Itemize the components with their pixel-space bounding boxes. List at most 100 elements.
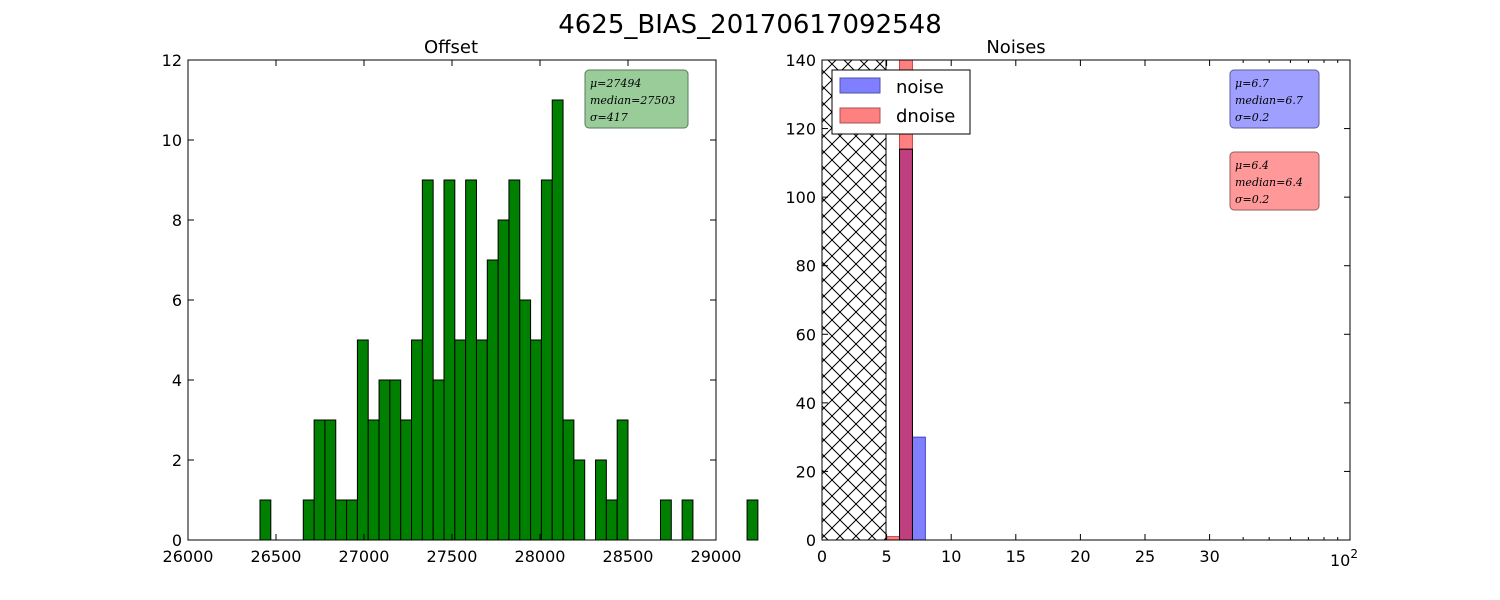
offset-bar	[335, 499, 348, 541]
offset-stats-box-bg	[584, 69, 689, 129]
noise-stats-box: μ=6.7 median=6.7 σ=0.2	[1229, 69, 1320, 129]
offset-bar	[659, 499, 672, 541]
excluded-region-hatch	[821, 59, 887, 541]
legend-swatch-noise	[839, 77, 881, 94]
offset-title: Offset	[424, 37, 478, 58]
offset-x-tick-label: 26000	[163, 547, 214, 566]
offset-y-tick-label: 4	[172, 371, 182, 390]
dnoise-stats-box: μ=6.4 median=6.4 σ=0.2	[1229, 151, 1320, 211]
offset-bar	[573, 459, 586, 541]
noise-stat-sigma: σ=0.2	[1235, 111, 1269, 124]
noises-y-tick-label: 120	[785, 120, 816, 139]
figure-title: 4625_BIAS_20170617092548	[558, 10, 942, 40]
noises-plot-frame	[821, 59, 1351, 541]
dnoise-stats-box-bg	[1229, 151, 1320, 211]
offset-bar	[508, 179, 521, 541]
offset-y-tick-label: 6	[172, 291, 182, 310]
offset-stat-mu: μ=27494	[590, 77, 641, 90]
noises-y-tick-label: 20	[796, 462, 816, 481]
offset-stat-sigma: σ=417	[590, 111, 628, 124]
legend-label-noise: noise	[896, 77, 944, 98]
noise-stats-box-bg	[1229, 69, 1320, 129]
offset-bar	[465, 179, 477, 541]
legend-label-dnoise: dnoise	[896, 106, 955, 127]
offset-bar	[486, 259, 499, 541]
offset-bar	[454, 339, 467, 541]
offset-bar	[356, 339, 369, 541]
offset-bar	[259, 499, 272, 541]
noises-panel: Noises 0 5 10 15 20 25 30 102020406080100120140…	[785, 37, 1358, 570]
offset-bar	[346, 499, 358, 541]
noise-stat-median: median=6.7	[1235, 94, 1303, 107]
noises-y-tick-label: 60	[796, 325, 816, 344]
offset-x-tick-label: 29000	[691, 547, 742, 566]
offset-bar	[475, 339, 488, 541]
offset-bar	[378, 379, 391, 541]
offset-bar	[616, 419, 629, 541]
offset-x-tick-label: 28500	[603, 547, 654, 566]
offset-y-tick-label: 0	[172, 531, 182, 550]
offset-bar	[497, 219, 510, 541]
log-tick-exponent: 2	[1350, 547, 1358, 561]
offset-bar	[605, 499, 618, 541]
noises-x-tick-label: 25	[1135, 547, 1155, 566]
offset-bar	[530, 339, 542, 541]
noise-bar	[911, 436, 926, 541]
offset-x-tick-label: 27500	[427, 547, 478, 566]
offset-y-tick-label: 10	[162, 131, 182, 150]
dnoise-stat-mu: μ=6.4	[1235, 159, 1269, 172]
noises-title: Noises	[986, 37, 1045, 58]
offset-y-tick-label: 2	[172, 451, 182, 470]
offset-bar	[421, 179, 434, 541]
overlap-bar	[899, 148, 913, 541]
offset-bar	[302, 499, 315, 541]
legend: noise dnoise	[831, 69, 971, 135]
noises-x-tick-label: 20	[1070, 547, 1090, 566]
noises-bars	[886, 59, 926, 541]
offset-axes: 26000 26500 27000 27500 28000 28500 29000 0 2 4 6 8…	[162, 51, 742, 566]
noises-x-log-tick-label: 102	[1330, 547, 1358, 570]
noises-y-tick-label: 140	[785, 51, 816, 70]
log-tick-base: 10	[1330, 551, 1350, 570]
offset-bar	[746, 499, 759, 541]
offset-bar	[681, 499, 694, 541]
offset-panel: Offset 26000 26500 27000 27500 28000 28500 290…	[162, 37, 759, 566]
offset-stats-box: μ=27494 median=27503 σ=417	[584, 69, 689, 129]
offset-x-tick-label: 26500	[251, 547, 302, 566]
dnoise-stat-median: median=6.4	[1235, 176, 1303, 189]
offset-bar	[389, 379, 402, 541]
noises-x-tick-label: 15	[1006, 547, 1026, 566]
offset-bar	[551, 99, 564, 541]
noises-x-tick-label: 30	[1199, 547, 1219, 566]
offset-y-tick-label: 8	[172, 211, 182, 230]
offset-bar	[595, 459, 607, 541]
noises-x-tick-label: 0	[817, 547, 827, 566]
offset-bar	[562, 419, 575, 541]
noises-y-tick-label: 40	[796, 394, 816, 413]
offset-bar	[432, 379, 445, 541]
offset-bar	[411, 339, 423, 541]
offset-bar	[324, 419, 337, 541]
offset-x-tick-label: 27000	[339, 547, 390, 566]
noises-x-tick-label: 10	[941, 547, 961, 566]
offset-bar	[443, 179, 456, 541]
dnoise-bar	[886, 536, 901, 541]
noises-y-tick-label: 0	[806, 531, 816, 550]
offset-y-tick-label: 12	[162, 51, 182, 70]
offset-stat-median: median=27503	[590, 94, 675, 107]
offset-bar	[367, 419, 380, 541]
offset-bar	[313, 419, 326, 541]
offset-bar	[400, 419, 413, 541]
noises-y-tick-label: 100	[785, 188, 816, 207]
noise-stat-mu: μ=6.7	[1235, 77, 1269, 90]
offset-bar	[519, 299, 532, 541]
noises-x-tick-label: 5	[882, 547, 892, 566]
dnoise-stat-sigma: σ=0.2	[1235, 193, 1269, 206]
offset-x-tick-label: 28000	[515, 547, 566, 566]
noises-y-tick-label: 80	[796, 257, 816, 276]
offset-bars	[259, 99, 759, 541]
offset-bar	[540, 179, 553, 541]
legend-swatch-dnoise	[839, 107, 881, 124]
